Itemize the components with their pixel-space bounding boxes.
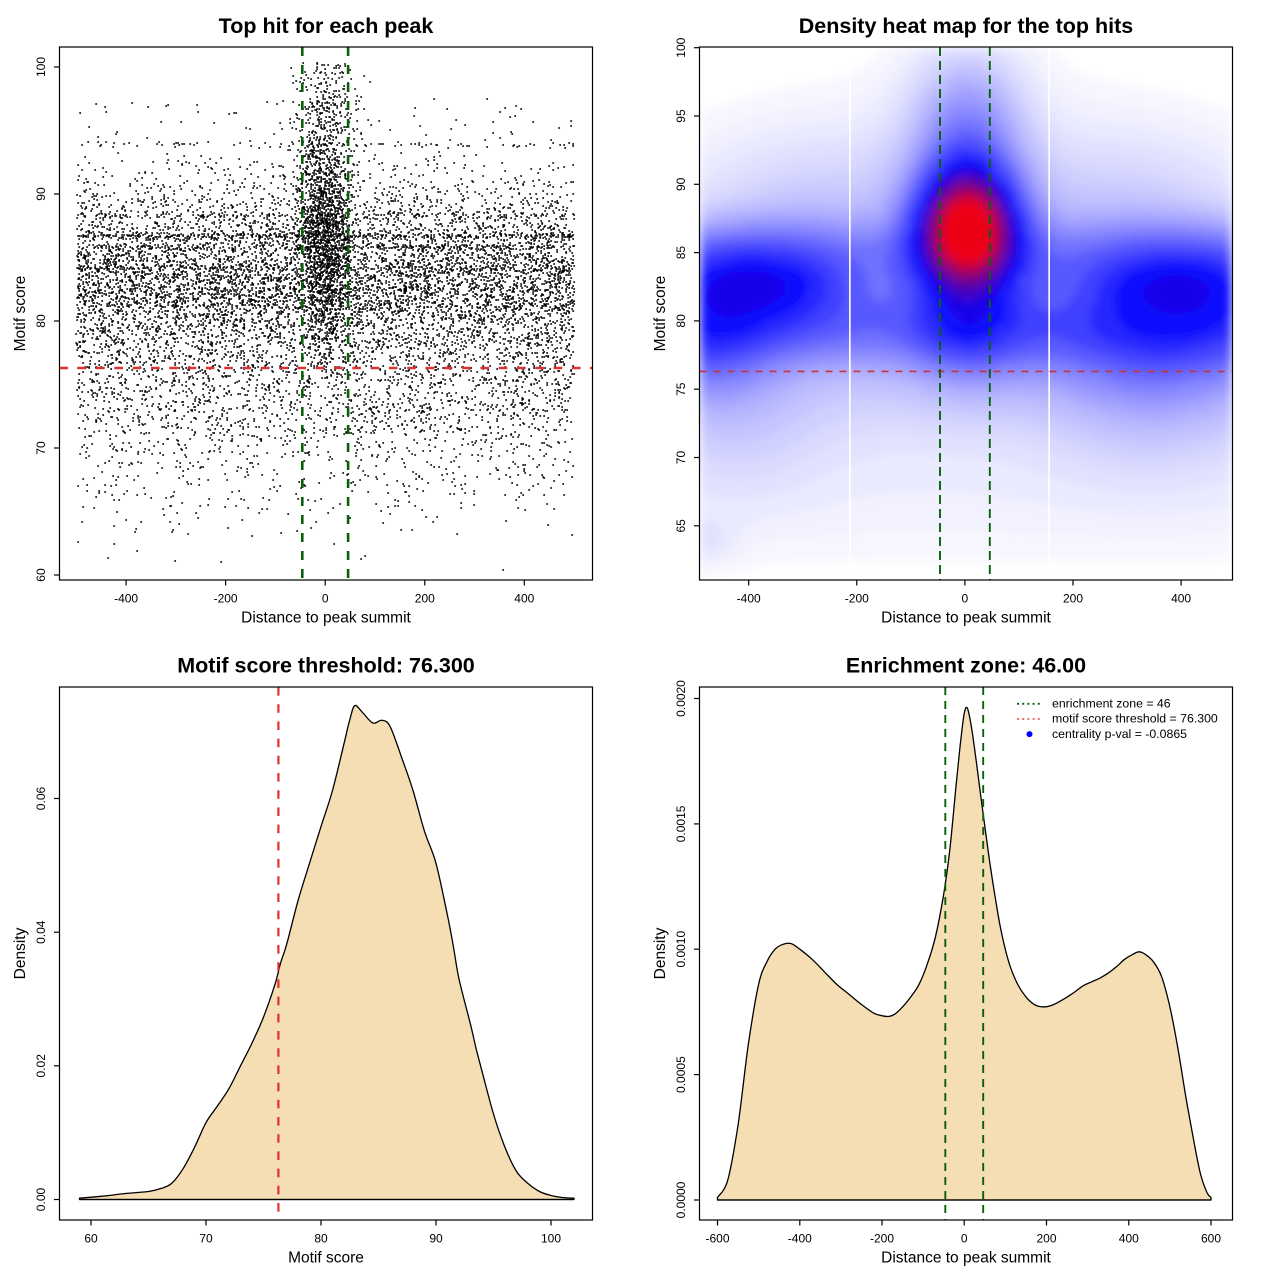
svg-text:-400: -400 [114, 592, 138, 606]
svg-text:80: 80 [674, 314, 688, 328]
svg-text:90: 90 [34, 187, 48, 201]
svg-text:-400: -400 [737, 592, 761, 606]
svg-text:0.0015: 0.0015 [674, 805, 688, 842]
svg-text:-200: -200 [845, 592, 869, 606]
svg-text:-600: -600 [705, 1232, 729, 1246]
svg-text:Distance to peak summit: Distance to peak summit [241, 610, 411, 627]
svg-text:65: 65 [674, 519, 688, 533]
svg-text:Density: Density [652, 927, 669, 979]
svg-text:70: 70 [199, 1232, 213, 1246]
svg-text:Distance to peak summit: Distance to peak summit [881, 1250, 1051, 1267]
svg-text:60: 60 [34, 568, 48, 582]
svg-text:95: 95 [674, 109, 688, 123]
svg-text:0: 0 [961, 1232, 968, 1246]
svg-text:100: 100 [674, 37, 688, 57]
svg-text:75: 75 [674, 382, 688, 396]
svg-text:85: 85 [674, 246, 688, 260]
svg-text:-200: -200 [870, 1232, 894, 1246]
svg-text:0.0020: 0.0020 [674, 680, 688, 717]
svg-text:400: 400 [514, 592, 534, 606]
svg-text:Motif score: Motif score [288, 1250, 364, 1267]
svg-text:0.06: 0.06 [34, 786, 48, 810]
svg-text:400: 400 [1119, 1232, 1139, 1246]
svg-text:motif score threshold = 76.300: motif score threshold = 76.300 [1052, 712, 1218, 726]
svg-text:90: 90 [674, 177, 688, 191]
svg-text:-200: -200 [214, 592, 238, 606]
svg-text:600: 600 [1201, 1232, 1221, 1246]
svg-text:Distance to peak summit: Distance to peak summit [881, 610, 1051, 627]
svg-text:80: 80 [34, 314, 48, 328]
svg-text:100: 100 [34, 57, 48, 77]
svg-text:Top hit for each peak: Top hit for each peak [219, 14, 434, 38]
svg-text:0.0005: 0.0005 [674, 1056, 688, 1093]
svg-text:centrality p-val = -0.0865: centrality p-val = -0.0865 [1052, 727, 1187, 741]
svg-text:enrichment zone = 46: enrichment zone = 46 [1052, 697, 1171, 711]
svg-text:200: 200 [1036, 1232, 1056, 1246]
svg-text:100: 100 [541, 1232, 561, 1246]
svg-text:Density heat map for the top h: Density heat map for the top hits [799, 14, 1134, 38]
svg-text:70: 70 [674, 451, 688, 465]
svg-text:200: 200 [1063, 592, 1083, 606]
svg-text:Density: Density [12, 927, 29, 979]
svg-text:0.02: 0.02 [34, 1054, 48, 1078]
svg-text:Motif score: Motif score [652, 276, 669, 352]
svg-text:0: 0 [322, 592, 329, 606]
svg-text:80: 80 [314, 1232, 328, 1246]
svg-text:60: 60 [84, 1232, 98, 1246]
svg-text:-400: -400 [788, 1232, 812, 1246]
svg-text:70: 70 [34, 441, 48, 455]
svg-text:90: 90 [429, 1232, 443, 1246]
svg-text:0.0000: 0.0000 [674, 1181, 688, 1218]
svg-text:Motif score: Motif score [12, 276, 29, 352]
svg-text:Motif score threshold: 76.300: Motif score threshold: 76.300 [177, 653, 475, 677]
svg-text:0.0010: 0.0010 [674, 931, 688, 968]
svg-text:0: 0 [962, 592, 969, 606]
svg-text:0.00: 0.00 [34, 1187, 48, 1211]
svg-text:200: 200 [415, 592, 435, 606]
svg-text:400: 400 [1171, 592, 1191, 606]
svg-text:Enrichment zone: 46.00: Enrichment zone: 46.00 [846, 653, 1086, 677]
svg-text:0.04: 0.04 [34, 920, 48, 944]
